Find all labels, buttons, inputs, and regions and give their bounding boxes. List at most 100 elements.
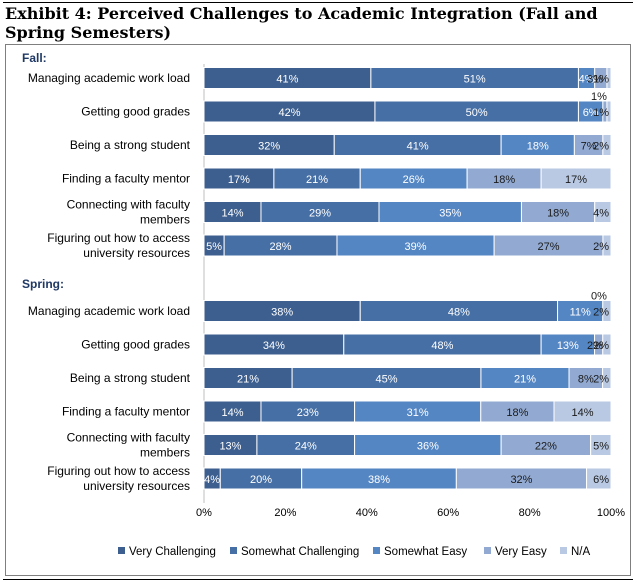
data-label: 18% bbox=[547, 208, 569, 220]
data-label: 51% bbox=[464, 74, 486, 86]
data-label: 2% bbox=[593, 307, 609, 319]
bar-segment bbox=[606, 67, 612, 89]
data-label: 32% bbox=[258, 141, 280, 153]
category-label: Being a strong student bbox=[70, 371, 191, 385]
data-label: 2% bbox=[593, 141, 609, 153]
bar-segment bbox=[553, 400, 612, 423]
legend-swatch bbox=[230, 547, 237, 554]
chart-panel bbox=[5, 44, 631, 576]
data-label: 38% bbox=[271, 307, 293, 319]
bar-segment bbox=[602, 234, 612, 257]
data-label: 26% bbox=[403, 174, 425, 186]
category-label: university resources bbox=[83, 246, 190, 260]
category-label: members bbox=[140, 213, 190, 227]
data-label: 48% bbox=[431, 340, 453, 352]
legend-swatch bbox=[560, 547, 567, 554]
legend-swatch bbox=[118, 547, 125, 554]
category-label: Figuring out how to access bbox=[47, 464, 190, 478]
bar-segment bbox=[602, 134, 612, 156]
data-label: 22% bbox=[535, 441, 557, 453]
bottom-rule bbox=[3, 579, 633, 580]
data-label: 27% bbox=[538, 241, 560, 253]
top-rule bbox=[3, 2, 633, 3]
data-label: 36% bbox=[417, 441, 439, 453]
x-tick-label: 40% bbox=[356, 507, 378, 519]
data-label: 24% bbox=[295, 441, 317, 453]
data-label: 23% bbox=[297, 407, 319, 419]
data-label: 28% bbox=[270, 241, 292, 253]
data-label: 18% bbox=[527, 141, 549, 153]
x-tick-label: 100% bbox=[597, 507, 625, 519]
data-label: 4% bbox=[593, 208, 609, 220]
data-label: 31% bbox=[407, 407, 429, 419]
category-label: university resources bbox=[83, 479, 190, 493]
data-label: 7% bbox=[581, 141, 597, 153]
bar-segment bbox=[540, 167, 612, 190]
group-label-1: Spring: bbox=[22, 277, 64, 291]
data-label: 14% bbox=[221, 407, 243, 419]
data-label: 3% bbox=[587, 74, 603, 86]
data-label: 41% bbox=[276, 74, 298, 86]
data-label: 48% bbox=[448, 307, 470, 319]
data-label: 21% bbox=[237, 374, 259, 386]
category-label: Managing academic work load bbox=[28, 304, 190, 318]
data-label: 13% bbox=[557, 340, 579, 352]
legend-label: Somewhat Challenging bbox=[241, 546, 359, 558]
category-label: Getting good grades bbox=[81, 338, 190, 352]
data-label: 18% bbox=[506, 407, 528, 419]
data-label: 5% bbox=[206, 241, 222, 253]
bar-segment bbox=[586, 467, 612, 490]
bar-segment bbox=[602, 333, 612, 356]
category-label: Being a strong student bbox=[70, 138, 191, 152]
data-label: 1% bbox=[591, 91, 607, 103]
data-label: 35% bbox=[439, 208, 461, 220]
group-label-0: Fall: bbox=[22, 51, 47, 65]
bar-segment bbox=[594, 201, 612, 223]
x-tick-label: 60% bbox=[437, 507, 459, 519]
category-label: Managing academic work load bbox=[28, 71, 190, 85]
data-label: 13% bbox=[219, 441, 241, 453]
bar-segment bbox=[602, 300, 612, 322]
data-label: 41% bbox=[407, 141, 429, 153]
data-label: 11% bbox=[570, 307, 591, 319]
data-label: 42% bbox=[278, 107, 300, 119]
category-label: Finding a faculty mentor bbox=[62, 405, 190, 419]
data-label: 21% bbox=[514, 374, 536, 386]
x-tick-label: 0% bbox=[196, 507, 212, 519]
data-label: 0% bbox=[591, 291, 607, 303]
data-label: 50% bbox=[466, 107, 488, 119]
exhibit-title: Exhibit 4: Perceived Challenges to Acade… bbox=[5, 4, 598, 42]
legend-swatch bbox=[484, 547, 491, 554]
data-label: 14% bbox=[571, 407, 593, 419]
data-label: 2% bbox=[593, 374, 609, 386]
data-label: 34% bbox=[263, 340, 285, 352]
legend-label: Very Challenging bbox=[129, 546, 216, 558]
data-label: 21% bbox=[306, 174, 328, 186]
data-label: 8% bbox=[578, 374, 594, 386]
data-label: 2% bbox=[593, 340, 609, 352]
data-label: 17% bbox=[565, 174, 587, 186]
data-label: 2% bbox=[587, 340, 603, 352]
category-label: Finding a faculty mentor bbox=[62, 172, 190, 186]
data-label: 17% bbox=[228, 174, 250, 186]
data-label: 32% bbox=[510, 474, 532, 486]
bar-segment bbox=[602, 367, 612, 389]
data-label: 39% bbox=[405, 241, 427, 253]
bar-segment bbox=[606, 100, 612, 123]
data-label: 29% bbox=[309, 208, 331, 220]
legend-label: Somewhat Easy bbox=[384, 546, 467, 558]
category-label: members bbox=[140, 446, 190, 460]
x-tick-label: 80% bbox=[519, 507, 541, 519]
category-label: Connecting with faculty bbox=[67, 431, 190, 445]
data-label: 38% bbox=[368, 474, 390, 486]
data-label: 2% bbox=[593, 241, 609, 253]
legend-label: Very Easy bbox=[495, 546, 547, 558]
data-label: 6% bbox=[583, 107, 599, 119]
legend-swatch bbox=[373, 547, 380, 554]
data-label: 20% bbox=[250, 474, 272, 486]
data-label: 1% bbox=[593, 107, 609, 119]
x-tick-label: 20% bbox=[274, 507, 296, 519]
data-label: 4% bbox=[204, 474, 220, 486]
data-label: 5% bbox=[593, 441, 609, 453]
